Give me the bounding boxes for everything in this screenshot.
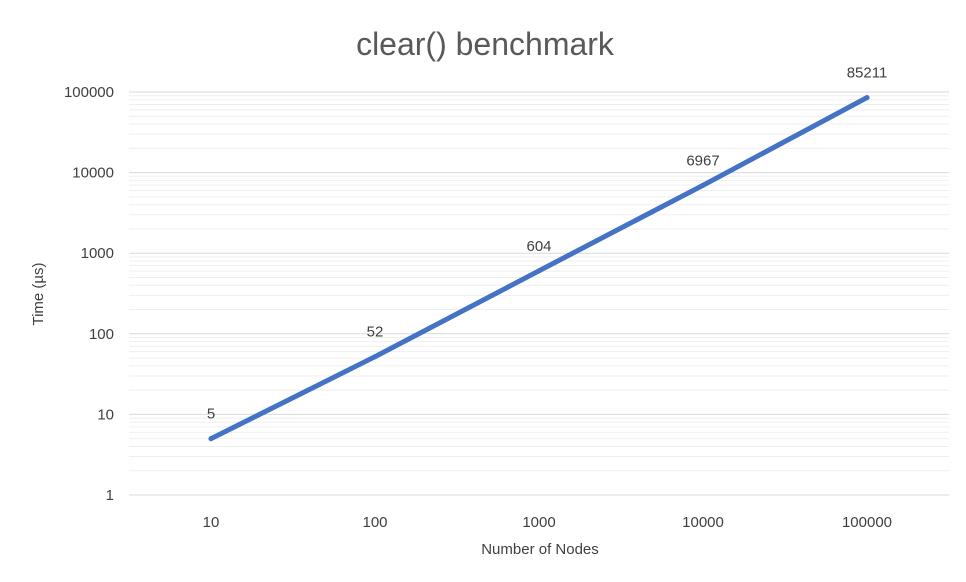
data-point — [536, 268, 542, 274]
x-axis-tick-labels: 10 100 1000 10000 100000 — [203, 514, 892, 531]
data-label: 52 — [367, 324, 384, 341]
data-labels: 5 52 604 6967 85211 — [207, 65, 887, 423]
data-point — [864, 95, 870, 101]
x-tick-label: 100 — [362, 514, 387, 531]
y-tick-label: 1000 — [81, 245, 114, 262]
data-label: 5 — [207, 406, 215, 423]
data-label: 85211 — [847, 65, 888, 82]
x-tick-label: 1000 — [522, 514, 555, 531]
y-axis-title: Time (µs) — [30, 262, 47, 325]
data-point — [208, 436, 214, 442]
gridlines — [129, 91, 949, 496]
y-tick-label: 100000 — [64, 84, 114, 101]
x-tick-label: 10000 — [682, 514, 724, 531]
x-axis-title: Number of Nodes — [481, 541, 599, 558]
x-tick-label: 100000 — [842, 514, 892, 531]
y-tick-label: 10000 — [72, 165, 114, 182]
y-tick-label: 1 — [106, 487, 114, 504]
chart-title: clear() benchmark — [356, 26, 615, 62]
data-label: 6967 — [686, 152, 719, 169]
y-axis-tick-labels: 1 10 100 1000 10000 100000 — [64, 84, 114, 504]
data-point — [700, 182, 706, 188]
y-tick-label: 10 — [97, 406, 114, 423]
series — [208, 95, 870, 442]
x-tick-label: 10 — [203, 514, 220, 531]
y-tick-label: 100 — [89, 326, 114, 343]
data-point — [372, 354, 378, 360]
data-label: 604 — [526, 238, 551, 255]
